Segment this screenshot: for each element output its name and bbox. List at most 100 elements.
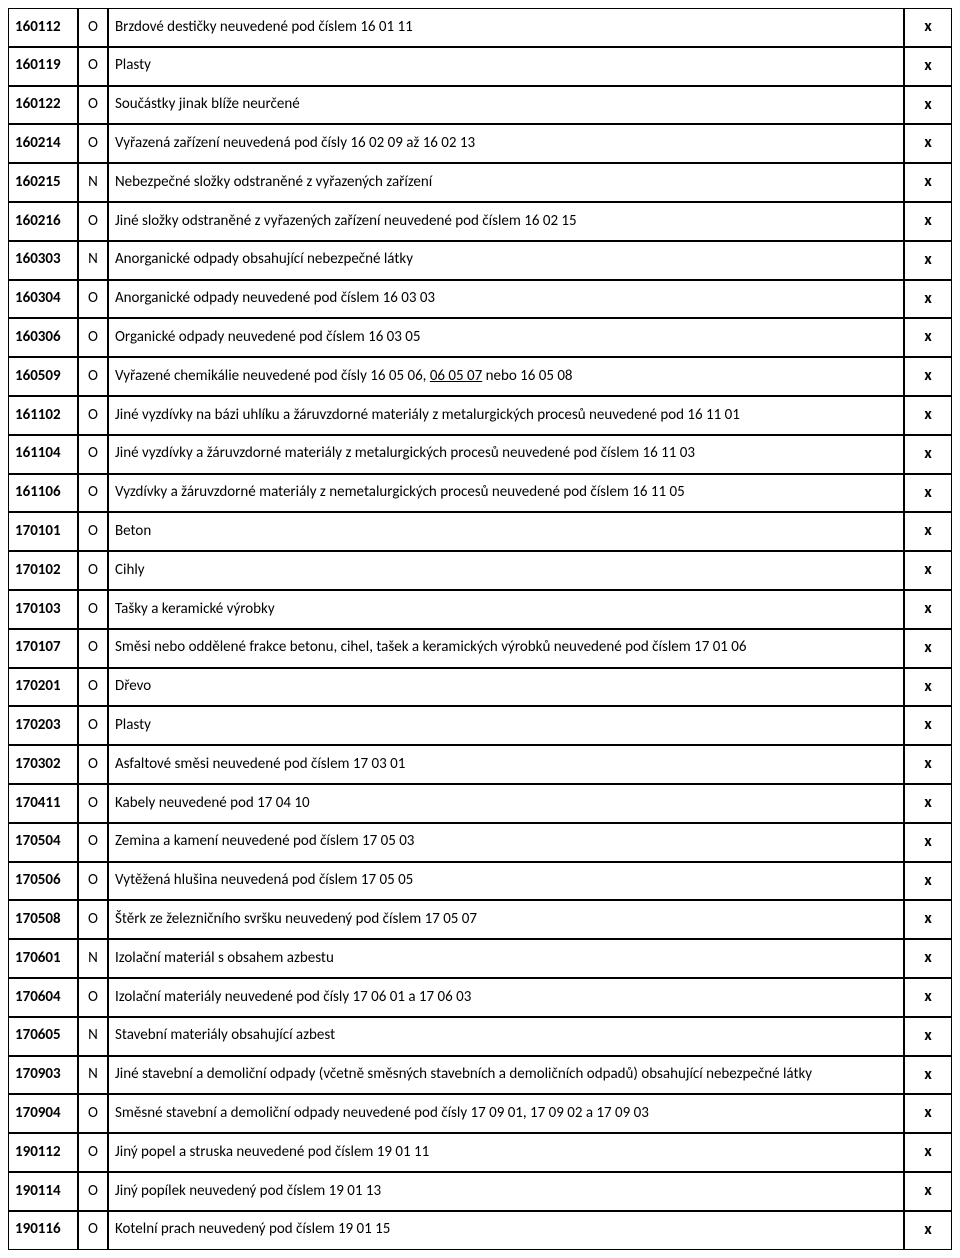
waste-description: Vyřazené chemikálie neuvedené pod čísly … bbox=[108, 357, 904, 396]
waste-category: O bbox=[78, 784, 108, 823]
table-row: 170102OCihlyx bbox=[8, 551, 952, 590]
waste-mark: x bbox=[904, 1172, 952, 1211]
waste-mark: x bbox=[904, 202, 952, 241]
waste-code: 170604 bbox=[8, 978, 78, 1017]
waste-category: O bbox=[78, 124, 108, 163]
table-row: 170107OSměsi nebo oddělené frakce betonu… bbox=[8, 629, 952, 668]
waste-mark: x bbox=[904, 47, 952, 86]
table-row: 161104OJiné vyzdívky a žáruvzdorné mater… bbox=[8, 435, 952, 474]
table-row: 170904OSměsné stavební a demoliční odpad… bbox=[8, 1094, 952, 1133]
table-row: 170506OVytěžená hlušina neuvedená pod čí… bbox=[8, 862, 952, 901]
table-row: 170601NIzolační materiál s obsahem azbes… bbox=[8, 939, 952, 978]
waste-code: 160303 bbox=[8, 241, 78, 280]
waste-mark: x bbox=[904, 435, 952, 474]
waste-mark: x bbox=[904, 474, 952, 513]
waste-code: 170201 bbox=[8, 668, 78, 707]
waste-code: 160306 bbox=[8, 318, 78, 357]
waste-code: 170904 bbox=[8, 1094, 78, 1133]
waste-category: O bbox=[78, 47, 108, 86]
table-row: 161106OVyzdívky a žáruvzdorné materiály … bbox=[8, 474, 952, 513]
waste-category: O bbox=[78, 1211, 108, 1250]
waste-category: O bbox=[78, 1133, 108, 1172]
table-row: 190116OKotelní prach neuvedený pod čísle… bbox=[8, 1211, 952, 1250]
table-row: 160509OVyřazené chemikálie neuvedené pod… bbox=[8, 357, 952, 396]
waste-mark: x bbox=[904, 706, 952, 745]
waste-mark: x bbox=[904, 1133, 952, 1172]
waste-code: 160119 bbox=[8, 47, 78, 86]
waste-code: 190114 bbox=[8, 1172, 78, 1211]
waste-code: 170605 bbox=[8, 1017, 78, 1056]
waste-mark: x bbox=[904, 163, 952, 202]
waste-code: 170601 bbox=[8, 939, 78, 978]
waste-code: 161106 bbox=[8, 474, 78, 513]
waste-mark: x bbox=[904, 86, 952, 125]
waste-mark: x bbox=[904, 1211, 952, 1250]
waste-code: 190112 bbox=[8, 1133, 78, 1172]
table-row: 170302OAsfaltové směsi neuvedené pod čís… bbox=[8, 745, 952, 784]
waste-code: 170102 bbox=[8, 551, 78, 590]
waste-code: 170103 bbox=[8, 590, 78, 629]
waste-category: O bbox=[78, 512, 108, 551]
waste-mark: x bbox=[904, 784, 952, 823]
waste-description: Vyřazená zařízení neuvedená pod čísly 16… bbox=[108, 124, 904, 163]
waste-category: O bbox=[78, 474, 108, 513]
waste-description: Nebezpečné složky odstraněné z vyřazenýc… bbox=[108, 163, 904, 202]
waste-category: N bbox=[78, 1017, 108, 1056]
waste-description: Organické odpady neuvedené pod číslem 16… bbox=[108, 318, 904, 357]
table-row: 170504OZemina a kamení neuvedené pod čís… bbox=[8, 823, 952, 862]
waste-description: Jiné stavební a demoliční odpady (včetně… bbox=[108, 1056, 904, 1095]
waste-description: Vyzdívky a žáruvzdorné materiály z nemet… bbox=[108, 474, 904, 513]
waste-codes-table: 160112OBrzdové destičky neuvedené pod čí… bbox=[8, 8, 952, 1250]
waste-mark: x bbox=[904, 823, 952, 862]
waste-mark: x bbox=[904, 900, 952, 939]
waste-mark: x bbox=[904, 939, 952, 978]
waste-description: Jiný popílek neuvedený pod číslem 19 01 … bbox=[108, 1172, 904, 1211]
waste-mark: x bbox=[904, 8, 952, 47]
table-row: 170201ODřevox bbox=[8, 668, 952, 707]
waste-description: Brzdové destičky neuvedené pod číslem 16… bbox=[108, 8, 904, 47]
waste-description: Kabely neuvedené pod 17 04 10 bbox=[108, 784, 904, 823]
waste-mark: x bbox=[904, 396, 952, 435]
waste-mark: x bbox=[904, 590, 952, 629]
waste-description: Anorganické odpady neuvedené pod číslem … bbox=[108, 280, 904, 319]
waste-category: O bbox=[78, 629, 108, 668]
waste-description: Jiné složky odstraněné z vyřazených zaří… bbox=[108, 202, 904, 241]
waste-description: Směsné stavební a demoliční odpady neuve… bbox=[108, 1094, 904, 1133]
waste-code: 170903 bbox=[8, 1056, 78, 1095]
waste-mark: x bbox=[904, 745, 952, 784]
waste-description: Plasty bbox=[108, 47, 904, 86]
waste-description: Stavební materiály obsahující azbest bbox=[108, 1017, 904, 1056]
waste-code: 190116 bbox=[8, 1211, 78, 1250]
table-row: 170411OKabely neuvedené pod 17 04 10x bbox=[8, 784, 952, 823]
table-row: 160216OJiné složky odstraněné z vyřazený… bbox=[8, 202, 952, 241]
waste-category: O bbox=[78, 706, 108, 745]
waste-code: 170302 bbox=[8, 745, 78, 784]
waste-mark: x bbox=[904, 668, 952, 707]
waste-category: O bbox=[78, 668, 108, 707]
table-row: 190114OJiný popílek neuvedený pod číslem… bbox=[8, 1172, 952, 1211]
waste-category: O bbox=[78, 978, 108, 1017]
waste-category: N bbox=[78, 1056, 108, 1095]
waste-mark: x bbox=[904, 318, 952, 357]
waste-mark: x bbox=[904, 357, 952, 396]
waste-mark: x bbox=[904, 862, 952, 901]
waste-description: Štěrk ze železničního svršku neuvedený p… bbox=[108, 900, 904, 939]
waste-category: O bbox=[78, 862, 108, 901]
waste-category: N bbox=[78, 241, 108, 280]
table-row: 161102OJiné vyzdívky na bázi uhlíku a žá… bbox=[8, 396, 952, 435]
waste-code: 161104 bbox=[8, 435, 78, 474]
waste-category: O bbox=[78, 86, 108, 125]
waste-code: 161102 bbox=[8, 396, 78, 435]
table-body: 160112OBrzdové destičky neuvedené pod čí… bbox=[8, 8, 952, 1250]
waste-code: 170203 bbox=[8, 706, 78, 745]
waste-category: O bbox=[78, 357, 108, 396]
table-row: 160122OSoučástky jinak blíže neurčenéx bbox=[8, 86, 952, 125]
waste-category: O bbox=[78, 8, 108, 47]
waste-mark: x bbox=[904, 124, 952, 163]
waste-code: 170107 bbox=[8, 629, 78, 668]
waste-code: 170101 bbox=[8, 512, 78, 551]
waste-description: Jiné vyzdívky na bázi uhlíku a žáruvzdor… bbox=[108, 396, 904, 435]
waste-category: O bbox=[78, 318, 108, 357]
table-row: 160214OVyřazená zařízení neuvedená pod č… bbox=[8, 124, 952, 163]
waste-code: 170411 bbox=[8, 784, 78, 823]
